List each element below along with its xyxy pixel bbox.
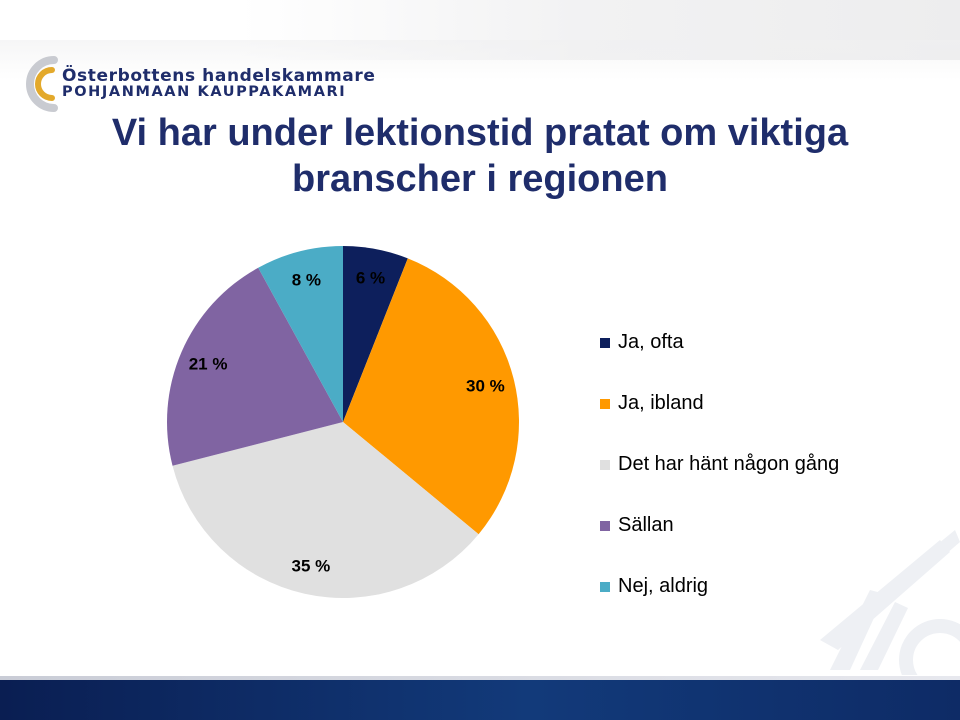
legend-label-3: Det har hänt någon gång <box>618 453 840 475</box>
logo-outer-ring <box>26 56 58 112</box>
pie-slice-2 <box>343 258 520 535</box>
pie-slice-3 <box>172 422 479 599</box>
legend-label-2: Ja, ibland <box>618 392 704 414</box>
slide-title-line-2: branscher i regionen <box>292 158 668 200</box>
slice-label-4: 21 % <box>189 355 228 374</box>
slice-label-2: 30 % <box>466 376 505 395</box>
legend-swatch-4 <box>600 520 610 531</box>
legend-item-4: Sällan <box>600 495 839 556</box>
top-band-fade <box>0 40 960 80</box>
logo-inner-ring <box>35 67 55 101</box>
watermark-emblem-icon <box>820 530 960 675</box>
pie-slice-5 <box>258 246 343 422</box>
footer-divider <box>0 676 960 680</box>
legend-item-3: Det har hänt någon gång <box>600 434 839 495</box>
chart-legend: Ja, ofta Ja, ibland Det har hänt någon gån… <box>600 312 839 617</box>
legend-swatch-3 <box>600 459 610 470</box>
legend-label-1: Ja, ofta <box>618 331 684 353</box>
logo-mark-icon <box>26 56 58 112</box>
legend-swatch-2 <box>600 398 610 409</box>
pie-slice-1 <box>343 246 408 422</box>
pie-slice-4 <box>167 267 343 466</box>
logo-name-finnish: POHJANMAAN KAUPPAKAMARI <box>62 84 347 100</box>
legend-label-4: Sällan <box>618 514 674 536</box>
slice-label-3: 35 % <box>292 557 331 576</box>
slide-title: Vi har under lektionstid pratat om vikti… <box>80 110 880 202</box>
slice-label-1: 6 % <box>356 269 385 288</box>
logo-name-swedish: Österbottens handelskammare <box>62 66 376 86</box>
legend-swatch-1 <box>600 337 610 348</box>
slide-title-line-1: Vi har under lektionstid pratat om vikti… <box>111 112 849 154</box>
slice-label-5: 8 % <box>292 271 321 290</box>
legend-item-5: Nej, aldrig <box>600 556 839 617</box>
legend-label-5: Nej, aldrig <box>618 575 709 597</box>
legend-swatch-5 <box>600 581 610 592</box>
legend-item-1: Ja, ofta <box>600 312 839 373</box>
footer-bar <box>0 680 960 720</box>
legend-item-2: Ja, ibland <box>600 373 839 434</box>
